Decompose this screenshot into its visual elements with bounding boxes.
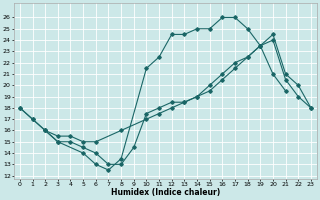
X-axis label: Humidex (Indice chaleur): Humidex (Indice chaleur): [111, 188, 220, 197]
